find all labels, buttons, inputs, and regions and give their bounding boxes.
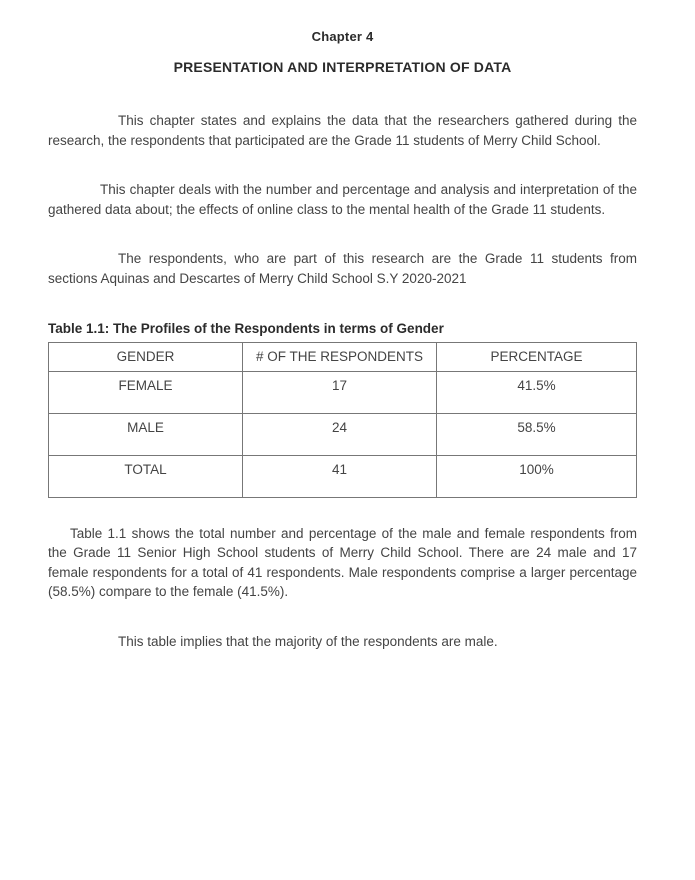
cell-percentage: 58.5% [437, 413, 637, 455]
intro-paragraph-3: The respondents, who are part of this re… [48, 249, 637, 288]
conclusion-line: This table implies that the majority of … [48, 632, 637, 652]
table-description: Table 1.1 shows the total number and per… [48, 524, 637, 602]
table-row: TOTAL 41 100% [49, 455, 637, 497]
cell-gender: FEMALE [49, 371, 243, 413]
intro-paragraph-2: This chapter deals with the number and p… [48, 180, 637, 219]
cell-percentage: 41.5% [437, 371, 637, 413]
gender-table: GENDER # OF THE RESPONDENTS PERCENTAGE F… [48, 342, 637, 498]
cell-gender: MALE [49, 413, 243, 455]
cell-count: 24 [243, 413, 437, 455]
table-header-row: GENDER # OF THE RESPONDENTS PERCENTAGE [49, 343, 637, 372]
col-header-count: # OF THE RESPONDENTS [243, 343, 437, 372]
table-caption: Table 1.1: The Profiles of the Responden… [48, 319, 637, 339]
chapter-title: PRESENTATION AND INTERPRETATION OF DATA [48, 57, 637, 77]
cell-gender: TOTAL [49, 455, 243, 497]
chapter-label: Chapter 4 [48, 28, 637, 47]
col-header-gender: GENDER [49, 343, 243, 372]
cell-count: 41 [243, 455, 437, 497]
cell-count: 17 [243, 371, 437, 413]
col-header-percentage: PERCENTAGE [437, 343, 637, 372]
cell-percentage: 100% [437, 455, 637, 497]
table-row: FEMALE 17 41.5% [49, 371, 637, 413]
table-row: MALE 24 58.5% [49, 413, 637, 455]
intro-paragraph-1: This chapter states and explains the dat… [48, 111, 637, 150]
